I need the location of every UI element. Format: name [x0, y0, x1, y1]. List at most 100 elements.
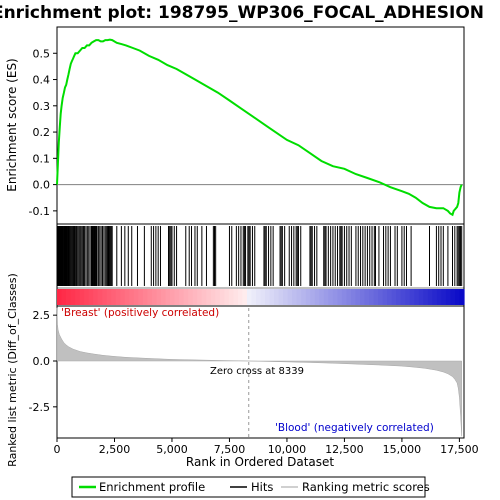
legend-box [71, 476, 426, 498]
bottom-y-tick-label: 0.0 [33, 355, 51, 368]
color-bar-segment [57, 289, 63, 305]
color-bar-segment [378, 289, 384, 305]
color-bar-segment [147, 289, 153, 305]
color-bar-segment [459, 289, 465, 305]
color-bar-segment [400, 289, 406, 305]
color-bar-segment [274, 289, 280, 305]
color-bar-segment [219, 289, 225, 305]
top-panel-frame [56, 26, 465, 225]
top-y-tick-label: -0.1 [29, 205, 50, 218]
x-tick-label: 17,500 [440, 443, 479, 456]
rank-color-bar [57, 289, 465, 305]
color-bar-segment [115, 289, 121, 305]
color-bar-segment [192, 289, 198, 305]
bottom-y-tick-label: -2.5 [29, 401, 50, 414]
color-bar-segment [102, 289, 108, 305]
ranked-metric-panel: -2.5 0.0 2.5 'Breast' (positively correlat… [6, 273, 465, 467]
x-tick-label: 2,500 [99, 443, 131, 456]
top-y-axis-label: Enrichment score (ES) [5, 58, 19, 191]
color-bar-segment [156, 289, 162, 305]
legend-label-hits: Hits [251, 480, 273, 494]
legend: Enrichment profile Hits Ranking metric s… [71, 476, 430, 498]
color-bar-segment [179, 289, 185, 305]
legend-label-enrichment: Enrichment profile [99, 480, 205, 494]
color-bar-segment [328, 289, 334, 305]
color-bar-segment [79, 289, 85, 305]
x-tick-label: 5,000 [156, 443, 188, 456]
top-y-axis: -0.1 0.0 0.1 0.2 0.3 0.4 0.5 [29, 47, 57, 218]
color-bar-segment [314, 289, 320, 305]
color-bar-segment [206, 289, 212, 305]
color-bar-segment [233, 289, 239, 305]
top-y-tick-label: 0.1 [33, 152, 51, 165]
color-bar-segment [255, 289, 262, 305]
x-tick-label: 10,000 [268, 443, 307, 456]
color-bar-segment [124, 289, 130, 305]
color-bar-segment [301, 289, 307, 305]
color-bar-segment [310, 289, 316, 305]
color-bar-segment [237, 289, 244, 305]
color-bar-segment [170, 289, 176, 305]
color-bar-segment [450, 289, 456, 305]
enrichment-profile-line [56, 38, 463, 217]
color-bar-segment [382, 289, 388, 305]
color-bar-segment [414, 289, 420, 305]
color-bar-segment [346, 289, 352, 305]
color-bar-segment [396, 289, 402, 305]
color-bar-segment [111, 289, 117, 305]
color-bar-segment [88, 289, 94, 305]
zero-cross-label: Zero cross at 8339 [210, 366, 304, 377]
color-bar-segment [427, 289, 433, 305]
color-bar-segment [387, 289, 393, 305]
color-bar-segment [138, 289, 144, 305]
color-bar-segment [278, 289, 284, 305]
color-bar-segment [305, 289, 311, 305]
color-bar-segment [323, 289, 329, 305]
color-bar-segment [106, 289, 112, 305]
color-bar-segment [436, 289, 442, 305]
color-bar-segment [445, 289, 452, 305]
top-y-tick-label: 0.2 [33, 126, 51, 139]
color-bar-segment [391, 289, 397, 305]
color-bar-segment [423, 289, 429, 305]
chart-title: Enrichment plot: 198795_WP306_FOCAL_ADHE… [0, 3, 484, 23]
color-bar-segment [369, 289, 375, 305]
color-bar-segment [84, 289, 90, 305]
color-bar-segment [97, 289, 103, 305]
color-bar-segment [341, 289, 348, 305]
top-y-tick-label: 0.3 [33, 100, 51, 113]
ranking-metric-area [56, 307, 462, 437]
x-tick-label: 7,500 [214, 443, 246, 456]
color-bar-segment [332, 289, 338, 305]
color-bar-segment [292, 289, 298, 305]
color-bar-segment [70, 289, 76, 305]
color-bar-segment [251, 289, 257, 305]
color-bar-segment [197, 289, 203, 305]
top-y-tick-label: 0.5 [33, 47, 51, 60]
top-y-tick-label: 0.4 [33, 74, 51, 87]
color-bar-segment [201, 289, 207, 305]
color-bar-segment [165, 289, 171, 305]
color-bar-segment [418, 289, 424, 305]
color-bar-segment [242, 289, 248, 305]
color-bar-segment [355, 289, 361, 305]
bottom-panel-frame [56, 305, 465, 439]
color-bar-segment [61, 289, 67, 305]
color-bar-segment [151, 289, 158, 305]
color-bar-segment [93, 289, 99, 305]
enrichment-score-panel: -0.1 0.0 0.1 0.2 0.3 0.4 0.5 Enrichment score … [5, 26, 465, 225]
hit-marks [56, 226, 463, 286]
color-bar-segment [133, 289, 139, 305]
color-bar-segment [359, 289, 366, 305]
x-tick-label: 15,000 [383, 443, 422, 456]
pos-class-label: 'Breast' (positively correlated) [61, 307, 219, 319]
color-bar-segment [75, 289, 81, 305]
color-bar-segment [174, 289, 180, 305]
color-bar-segment [409, 289, 415, 305]
color-bar-segment [246, 289, 253, 305]
color-bar-segment [405, 289, 411, 305]
bottom-y-axis: -2.5 0.0 2.5 [29, 309, 57, 414]
color-bar-segment [265, 289, 271, 305]
color-bar-segment [432, 289, 438, 305]
